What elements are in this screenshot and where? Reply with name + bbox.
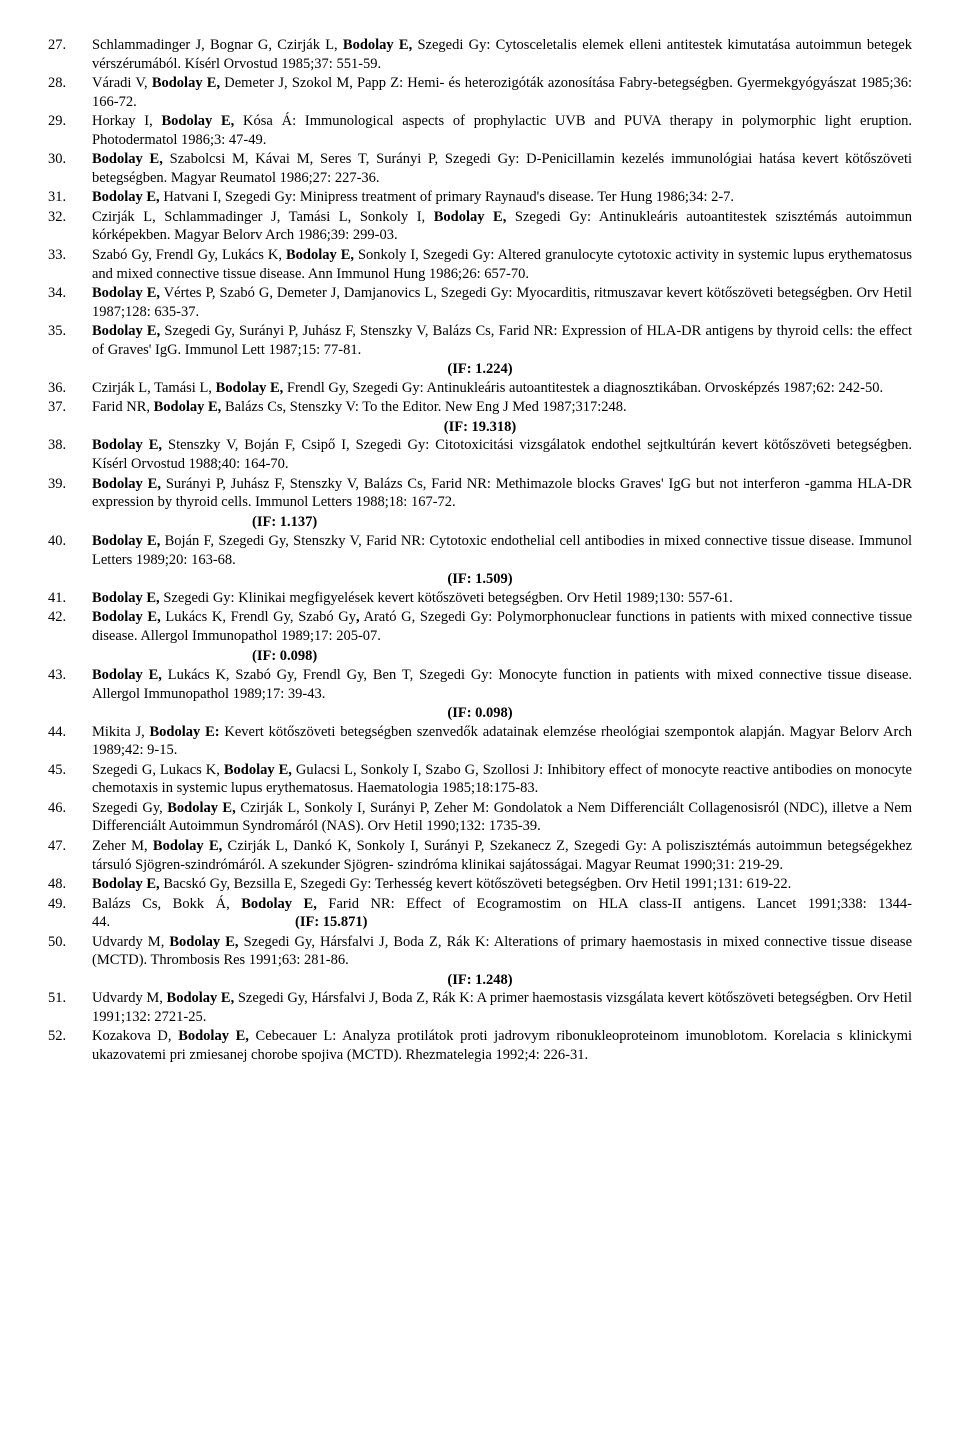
entry-number: 29.: [48, 112, 92, 149]
entry-text: Udvardy M, Bodolay E, Szegedi Gy, Hársfa…: [92, 933, 912, 970]
entry-text: Schlammadinger J, Bognar G, Czirják L, B…: [92, 36, 912, 73]
reference-entry: 34.Bodolay E, Vértes P, Szabó G, Demeter…: [48, 284, 912, 321]
entry-number: 30.: [48, 150, 92, 187]
entry-number: 38.: [48, 436, 92, 473]
entry-number: 48.: [48, 875, 92, 894]
entry-number: 52.: [48, 1027, 92, 1064]
impact-factor-line: (IF: 1.248): [48, 971, 912, 990]
entry-text: Bodolay E, Surányi P, Juhász F, Stenszky…: [92, 475, 912, 512]
impact-factor-line: (IF: 1.137): [48, 513, 912, 532]
entry-text: Bodolay E, Vértes P, Szabó G, Demeter J,…: [92, 284, 912, 321]
entry-number: 44.: [48, 723, 92, 760]
entry-text: Horkay I, Bodolay E, Kósa Á: Immunologic…: [92, 112, 912, 149]
reference-entry: 36.Czirják L, Tamási L, Bodolay E, Frend…: [48, 379, 912, 398]
entry-number: 37.: [48, 398, 92, 417]
entry-number: 47.: [48, 837, 92, 874]
reference-entry: 42.Bodolay E, Lukács K, Frendl Gy, Szabó…: [48, 608, 912, 645]
reference-entry: 48.Bodolay E, Bacskó Gy, Bezsilla E, Sze…: [48, 875, 912, 894]
entry-text: Kozakova D, Bodolay E, Cebecauer L: Anal…: [92, 1027, 912, 1064]
entry-text: Szabó Gy, Frendl Gy, Lukács K, Bodolay E…: [92, 246, 912, 283]
reference-entry: 39.Bodolay E, Surányi P, Juhász F, Stens…: [48, 475, 912, 512]
impact-factor-line: (IF: 19.318): [48, 418, 912, 437]
entry-number: 41.: [48, 589, 92, 608]
reference-entry: 29.Horkay I, Bodolay E, Kósa Á: Immunolo…: [48, 112, 912, 149]
entry-number: 28.: [48, 74, 92, 111]
reference-entry: 38.Bodolay E, Stenszky V, Boján F, Csipő…: [48, 436, 912, 473]
reference-entry: 43.Bodolay E, Lukács K, Szabó Gy, Frendl…: [48, 666, 912, 703]
reference-entry: 41.Bodolay E, Szegedi Gy: Klinikai megfi…: [48, 589, 912, 608]
reference-entry: 30.Bodolay E, Szabolcsi M, Kávai M, Sere…: [48, 150, 912, 187]
entry-number: 35.: [48, 322, 92, 359]
entry-text: Bodolay E, Lukács K, Frendl Gy, Szabó Gy…: [92, 608, 912, 645]
entry-number: 34.: [48, 284, 92, 321]
entry-text: Balázs Cs, Bokk Á, Bodolay E, Farid NR: …: [92, 895, 912, 932]
reference-entry: 28.Váradi V, Bodolay E, Demeter J, Szoko…: [48, 74, 912, 111]
entry-text: Szegedi Gy, Bodolay E, Czirják L, Sonkol…: [92, 799, 912, 836]
reference-entry: 40.Bodolay E, Boján F, Szegedi Gy, Stens…: [48, 532, 912, 569]
entry-text: Váradi V, Bodolay E, Demeter J, Szokol M…: [92, 74, 912, 111]
entry-number: 32.: [48, 208, 92, 245]
entry-number: 33.: [48, 246, 92, 283]
reference-entry: 27.Schlammadinger J, Bognar G, Czirják L…: [48, 36, 912, 73]
reference-entry: 46.Szegedi Gy, Bodolay E, Czirják L, Son…: [48, 799, 912, 836]
entry-number: 27.: [48, 36, 92, 73]
entry-text: Bodolay E, Hatvani I, Szegedi Gy: Minipr…: [92, 188, 912, 207]
entry-text: Udvardy M, Bodolay E, Szegedi Gy, Hársfa…: [92, 989, 912, 1026]
reference-entry: 52.Kozakova D, Bodolay E, Cebecauer L: A…: [48, 1027, 912, 1064]
reference-entry: 45.Szegedi G, Lukacs K, Bodolay E, Gulac…: [48, 761, 912, 798]
entry-text: Szegedi G, Lukacs K, Bodolay E, Gulacsi …: [92, 761, 912, 798]
entry-text: Czirják L, Schlammadinger J, Tamási L, S…: [92, 208, 912, 245]
entry-number: 31.: [48, 188, 92, 207]
reference-entry: 32.Czirják L, Schlammadinger J, Tamási L…: [48, 208, 912, 245]
entry-number: 42.: [48, 608, 92, 645]
entry-text: Mikita J, Bodolay E: Kevert kötőszöveti …: [92, 723, 912, 760]
entry-number: 45.: [48, 761, 92, 798]
reference-entry: 51.Udvardy M, Bodolay E, Szegedi Gy, Hár…: [48, 989, 912, 1026]
impact-factor-line: (IF: 1.224): [48, 360, 912, 379]
entry-number: 46.: [48, 799, 92, 836]
entry-text: Bodolay E, Lukács K, Szabó Gy, Frendl Gy…: [92, 666, 912, 703]
entry-text: Bodolay E, Szegedi Gy: Klinikai megfigye…: [92, 589, 912, 608]
reference-entry: 50.Udvardy M, Bodolay E, Szegedi Gy, Hár…: [48, 933, 912, 970]
entry-number: 43.: [48, 666, 92, 703]
reference-entry: 33.Szabó Gy, Frendl Gy, Lukács K, Bodola…: [48, 246, 912, 283]
reference-entry: 35.Bodolay E, Szegedi Gy, Surányi P, Juh…: [48, 322, 912, 359]
impact-factor-line: (IF: 0.098): [48, 704, 912, 723]
impact-factor-line: (IF: 0.098): [48, 647, 912, 666]
reference-entry: 31.Bodolay E, Hatvani I, Szegedi Gy: Min…: [48, 188, 912, 207]
entry-text: Farid NR, Bodolay E, Balázs Cs, Stenszky…: [92, 398, 912, 417]
entry-text: Czirják L, Tamási L, Bodolay E, Frendl G…: [92, 379, 912, 398]
reference-entry: 37.Farid NR, Bodolay E, Balázs Cs, Stens…: [48, 398, 912, 417]
entry-text: Bodolay E, Bacskó Gy, Bezsilla E, Szeged…: [92, 875, 912, 894]
impact-factor-line: (IF: 1.509): [48, 570, 912, 589]
reference-entry: 49.Balázs Cs, Bokk Á, Bodolay E, Farid N…: [48, 895, 912, 932]
entry-text: Bodolay E, Szabolcsi M, Kávai M, Seres T…: [92, 150, 912, 187]
entry-text: Bodolay E, Stenszky V, Boján F, Csipő I,…: [92, 436, 912, 473]
entry-number: 51.: [48, 989, 92, 1026]
entry-number: 40.: [48, 532, 92, 569]
entry-text: Zeher M, Bodolay E, Czirják L, Dankó K, …: [92, 837, 912, 874]
entry-text: Bodolay E, Szegedi Gy, Surányi P, Juhász…: [92, 322, 912, 359]
entry-number: 49.: [48, 895, 92, 932]
reference-entry: 44.Mikita J, Bodolay E: Kevert kötőszöve…: [48, 723, 912, 760]
reference-list: 27.Schlammadinger J, Bognar G, Czirják L…: [48, 36, 912, 1065]
entry-number: 36.: [48, 379, 92, 398]
entry-number: 39.: [48, 475, 92, 512]
entry-text: Bodolay E, Boján F, Szegedi Gy, Stenszky…: [92, 532, 912, 569]
reference-entry: 47.Zeher M, Bodolay E, Czirják L, Dankó …: [48, 837, 912, 874]
entry-number: 50.: [48, 933, 92, 970]
